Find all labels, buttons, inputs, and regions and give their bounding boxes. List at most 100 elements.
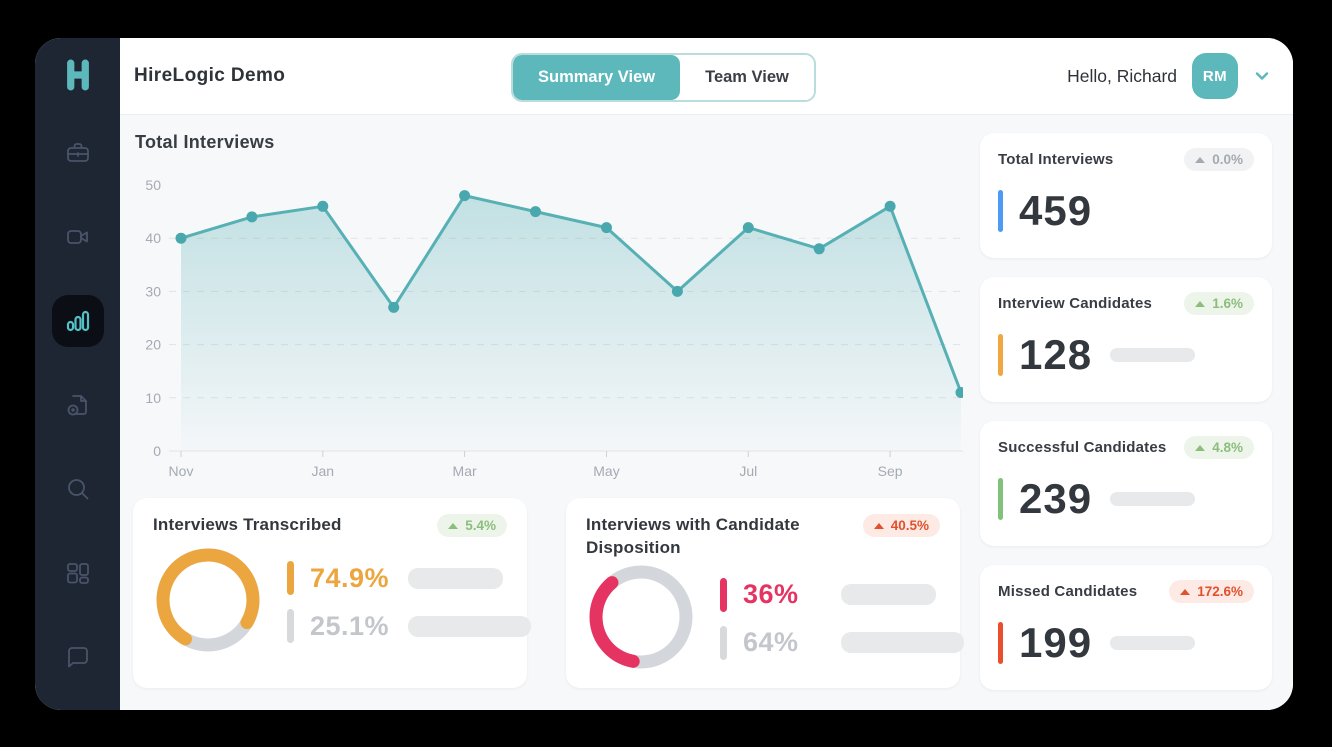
svg-text:Nov: Nov: [169, 463, 194, 479]
donut-legend: 36% 64%: [720, 574, 964, 660]
svg-text:30: 30: [145, 283, 161, 299]
transcribed-donut-chart: [153, 545, 263, 655]
chart-title: Total Interviews: [135, 132, 275, 152]
legend-bar: [720, 625, 727, 660]
svg-text:Sep: Sep: [878, 463, 903, 479]
accent-bar: [998, 334, 1003, 376]
primary-percentage: 36%: [743, 579, 799, 610]
skeleton-bar: [1110, 348, 1196, 362]
legend-bar: [287, 561, 294, 595]
skeleton-bar: [408, 567, 503, 589]
skeleton-bar: [841, 632, 964, 654]
total-interviews-line-chart: 0 10 20 30 40 50 Nov Jan Mar May Jul Sep: [133, 159, 967, 496]
sidebar-item-search[interactable]: [52, 463, 104, 515]
avatar[interactable]: RM: [1192, 53, 1238, 99]
view-toggle: Summary View Team View: [511, 53, 816, 102]
svg-text:20: 20: [145, 337, 161, 353]
stat-value: 128: [1019, 331, 1093, 378]
svg-text:May: May: [593, 463, 619, 479]
stat-value: 239: [1019, 475, 1093, 522]
stat-value: 199: [1019, 619, 1093, 666]
triangle-up-icon: [1180, 588, 1191, 595]
svg-text:Jul: Jul: [739, 463, 757, 479]
chevron-down-icon[interactable]: [1253, 67, 1271, 85]
sidebar-item-analytics[interactable]: [51, 295, 104, 347]
skeleton-bar: [408, 615, 531, 637]
briefcase-icon: [66, 143, 89, 162]
svg-text:0: 0: [153, 443, 161, 459]
status-badge: 5.4%: [437, 514, 507, 537]
status-badge: 0.0%: [1184, 148, 1254, 171]
stat-card-total-interviews: Total Interviews 0.0% 459: [980, 133, 1272, 258]
donut-legend: 74.9% 25.1%: [287, 557, 531, 643]
disposition-donut-chart: [586, 562, 696, 672]
donut-cards-row: Interviews Transcribed 5.4%: [133, 498, 964, 688]
card-candidate-disposition: Interviews with Candidate Disposition 40…: [566, 498, 964, 688]
primary-percentage: 74.9%: [310, 562, 390, 593]
card-interviews-transcribed: Interviews Transcribed 5.4%: [133, 498, 531, 688]
triangle-up-icon: [873, 522, 884, 529]
secondary-percentage: 64%: [743, 627, 799, 658]
file-record-icon: [67, 395, 87, 416]
accent-bar: [998, 478, 1003, 520]
stat-card-missed-candidates: Missed Candidates 172.6% 199: [980, 565, 1272, 690]
tab-summary-view[interactable]: Summary View: [513, 55, 681, 100]
legend-bar: [720, 577, 727, 612]
stat-title: Successful Candidates: [998, 439, 1167, 456]
legend-secondary-row: 64%: [720, 625, 964, 660]
svg-text:Jan: Jan: [312, 463, 335, 479]
stat-title: Interview Candidates: [998, 295, 1153, 312]
sidebar-item-jobs[interactable]: [52, 127, 104, 179]
secondary-percentage: 25.1%: [310, 610, 390, 641]
sidebar-item-dashboard[interactable]: [52, 547, 104, 599]
skeleton-bar: [1110, 636, 1196, 650]
status-badge: 172.6%: [1169, 580, 1254, 603]
legend-secondary-row: 25.1%: [287, 609, 531, 643]
tab-team-view[interactable]: Team View: [680, 55, 814, 100]
dashboard-grid-icon: [66, 563, 89, 584]
legend-primary-row: 36%: [720, 577, 964, 612]
chat-bubble-icon: [67, 647, 88, 668]
chart-column: Total Interviews 0 10 20 30 40 50 Nov Jan Mar May…: [133, 115, 967, 710]
bar-chart-icon: [66, 310, 89, 332]
status-badge: 4.8%: [1184, 436, 1254, 459]
video-camera-icon: [66, 230, 88, 244]
hirelogic-logo-icon: [56, 53, 100, 97]
svg-text:10: 10: [145, 390, 161, 406]
user-greeting: Hello, Richard: [1067, 65, 1177, 86]
accent-bar: [998, 622, 1003, 664]
stat-card-successful-candidates: Successful Candidates 4.8% 239: [980, 421, 1272, 546]
app-window: HireLogic Demo Hello, Richard RM Summary…: [35, 38, 1293, 710]
accent-bar: [998, 190, 1003, 232]
stat-title: Missed Candidates: [998, 583, 1138, 600]
sidebar-item-interviews[interactable]: [52, 211, 104, 263]
skeleton-bar: [841, 584, 936, 606]
search-icon: [67, 479, 88, 500]
triangle-up-icon: [1195, 156, 1206, 163]
card-title: Interviews with Candidate Disposition: [586, 515, 800, 557]
main-area: HireLogic Demo Hello, Richard RM Summary…: [120, 38, 1293, 710]
stat-title: Total Interviews: [998, 151, 1114, 168]
card-title: Interviews Transcribed: [153, 515, 342, 534]
legend-primary-row: 74.9%: [287, 561, 531, 595]
stat-value: 459: [1019, 187, 1093, 234]
svg-text:40: 40: [145, 230, 161, 246]
sidebar: [35, 38, 120, 710]
stats-column: Total Interviews 0.0% 459: [980, 115, 1272, 710]
skeleton-bar: [1110, 492, 1196, 506]
dashboard-content: Total Interviews 0 10 20 30 40 50 Nov Jan Mar May…: [120, 115, 1293, 710]
triangle-up-icon: [1195, 444, 1206, 451]
sidebar-item-messages[interactable]: [52, 631, 104, 683]
triangle-up-icon: [448, 522, 459, 529]
status-badge: 40.5%: [862, 514, 940, 537]
stat-card-interview-candidates: Interview Candidates 1.6% 128: [980, 277, 1272, 402]
legend-bar: [287, 609, 294, 643]
svg-text:50: 50: [145, 177, 161, 193]
sidebar-item-transcripts[interactable]: [52, 379, 104, 431]
sidebar-nav: [51, 127, 104, 683]
svg-text:Mar: Mar: [453, 463, 477, 479]
user-area: Hello, Richard RM: [1067, 53, 1271, 99]
page-title: HireLogic Demo: [134, 65, 286, 86]
triangle-up-icon: [1195, 300, 1206, 307]
status-badge: 1.6%: [1184, 292, 1254, 315]
